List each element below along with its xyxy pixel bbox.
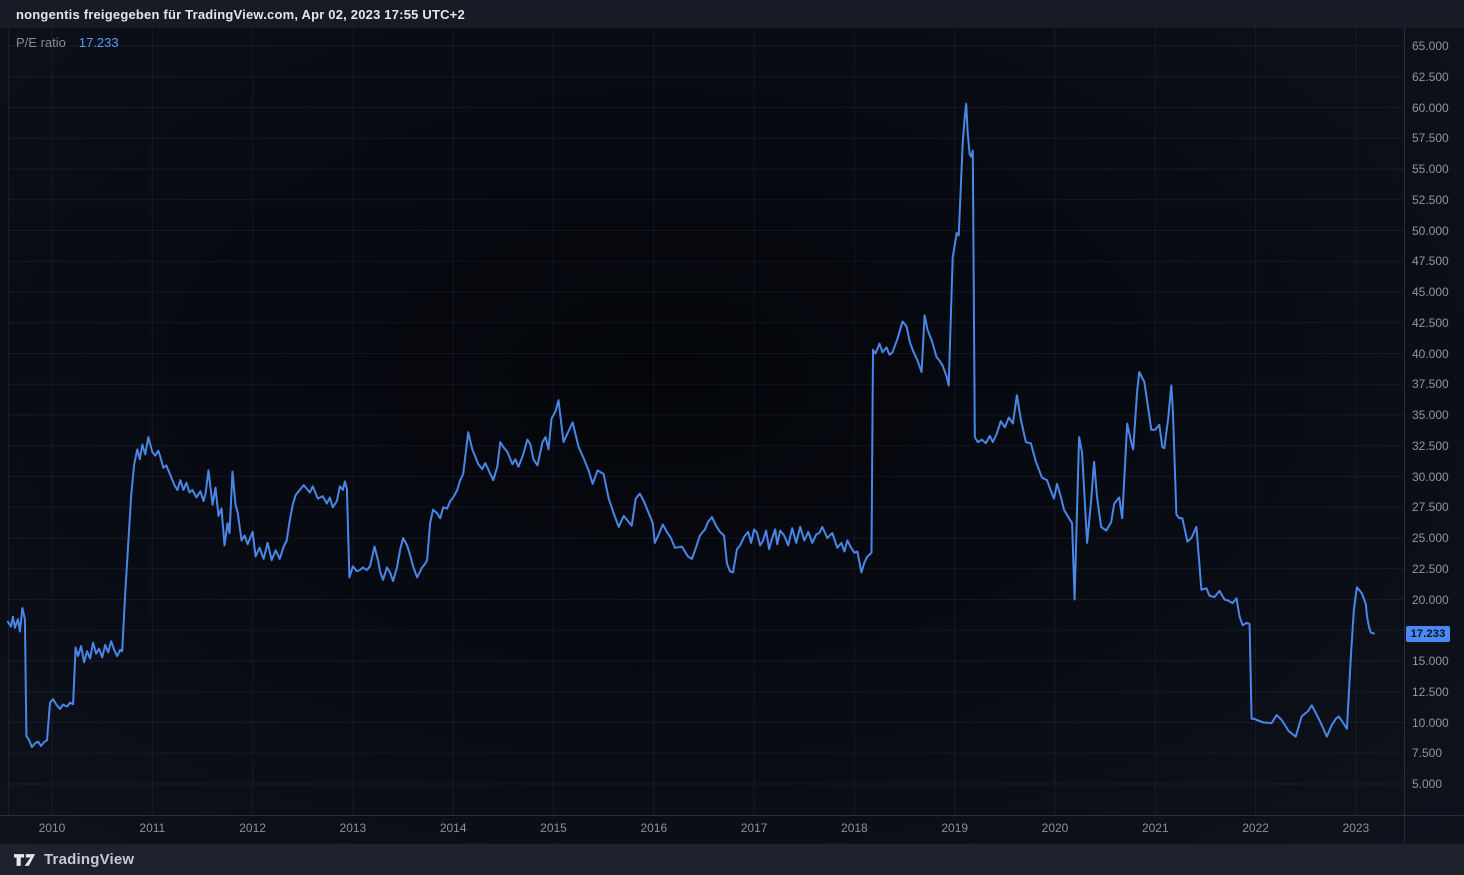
time-axis[interactable]: 2010 2011 2012 2013 2014 2015 2016 2017 2018 2019… (0, 815, 1464, 843)
series-title: P/E ratio (16, 35, 66, 50)
time-axis-year-label: 2016 (640, 821, 668, 835)
bottom-toolbar: TradingView (0, 843, 1464, 875)
price-axis-label: 15.000 (1412, 654, 1449, 668)
time-axis-year-label: 2010 (38, 821, 66, 835)
price-axis-label: 7.500 (1412, 746, 1443, 761)
price-axis-label: 47.500 (1412, 254, 1449, 269)
price-axis-label: 62.500 (1412, 69, 1449, 84)
time-axis-year-label: 2013 (339, 821, 367, 835)
price-axis-label: 40.000 (1412, 346, 1449, 361)
price-axis-label: 65.000 (1412, 39, 1449, 53)
price-axis[interactable]: 65.000 62.500 60.000 57.500 55.000 52.500 50.0… (1404, 28, 1464, 815)
price-axis-label: 52.500 (1412, 192, 1449, 207)
price-axis-label: 32.500 (1412, 438, 1449, 453)
price-axis-label: 22.500 (1412, 561, 1449, 576)
price-axis-label: 20.000 (1412, 592, 1449, 607)
attribution-bar: nongentis freigegeben für TradingView.co… (0, 0, 1464, 28)
price-axis-label: 30.000 (1412, 469, 1449, 484)
price-axis-label: 10.000 (1412, 715, 1449, 730)
series-last-value: 17.233 (78, 35, 119, 50)
time-axis-year-label: 2022 (1242, 821, 1269, 835)
tradingview-brand-text[interactable]: TradingView (44, 851, 135, 868)
time-axis-year-label: 2019 (941, 821, 969, 835)
price-axis-label: 12.500 (1412, 684, 1449, 699)
tradingview-logo-icon[interactable] (14, 852, 36, 868)
price-axis-label: 25.000 (1412, 531, 1449, 545)
price-axis-label: 60.000 (1412, 100, 1449, 115)
time-axis-year-label: 2023 (1342, 821, 1370, 835)
time-axis-year-label: 2015 (540, 821, 567, 835)
time-axis-year-label: 2018 (841, 821, 868, 835)
price-axis-label: 50.000 (1412, 223, 1449, 238)
price-axis-label: 45.000 (1412, 285, 1449, 299)
price-axis-label: 55.000 (1412, 162, 1449, 176)
time-axis-year-label: 2011 (139, 821, 166, 835)
price-axis-label: 27.500 (1412, 500, 1449, 515)
series-legend[interactable]: P/E ratio 17.233 (16, 35, 119, 50)
time-axis-year-label: 2020 (1041, 821, 1069, 835)
attribution-text: nongentis freigegeben für TradingView.co… (16, 7, 465, 22)
time-axis-year-label: 2014 (439, 821, 467, 835)
time-axis-year-label: 2021 (1141, 821, 1169, 835)
pe-ratio-line (6, 102, 1375, 749)
time-axis-year-label: 2017 (740, 821, 768, 835)
price-chart-canvas[interactable] (0, 0, 1464, 843)
price-axis-label: 35.000 (1412, 408, 1449, 422)
last-price-label: 17.233 (1406, 625, 1450, 642)
price-axis-label: 5.000 (1412, 777, 1443, 791)
price-axis-label: 57.500 (1412, 131, 1449, 146)
price-axis-label: 37.500 (1412, 377, 1449, 392)
time-axis-year-label: 2012 (239, 821, 266, 835)
chart-pane[interactable]: P/E ratio 17.233 65.000 62.500 60.000 57.500… (0, 0, 1464, 843)
price-axis-label: 42.500 (1412, 315, 1449, 330)
